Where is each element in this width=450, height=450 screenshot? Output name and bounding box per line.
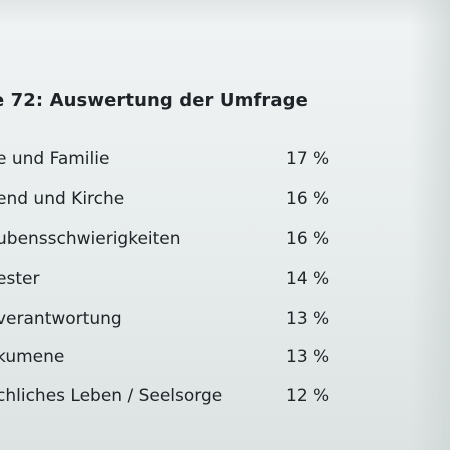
- survey-row: end und Kirche 16 %: [0, 189, 450, 213]
- row-label: chliches Leben / Seelsorge: [0, 386, 223, 406]
- row-label: e und Familie: [0, 149, 110, 169]
- slide-title: e 72: Auswertung der Umfrage: [0, 90, 308, 111]
- row-percentage: 16 %: [286, 229, 330, 249]
- row-percentage: 12 %: [286, 386, 330, 406]
- row-percentage: 14 %: [286, 269, 330, 289]
- row-label: verantwortung: [0, 309, 122, 329]
- row-label: ubensschwierigkeiten: [0, 229, 181, 249]
- top-shadow: [0, 0, 450, 26]
- row-label: kumene: [0, 347, 65, 367]
- row-percentage: 16 %: [286, 189, 330, 209]
- survey-row: ester 14 %: [0, 269, 450, 293]
- row-label: end und Kirche: [0, 189, 125, 209]
- row-label: ester: [0, 269, 40, 289]
- right-edge-shadow: [410, 0, 450, 450]
- row-percentage: 17 %: [286, 149, 330, 169]
- survey-row: verantwortung 13 %: [0, 309, 450, 333]
- survey-row: chliches Leben / Seelsorge 12 %: [0, 386, 450, 410]
- row-percentage: 13 %: [286, 309, 330, 329]
- survey-row: kumene 13 %: [0, 347, 450, 371]
- row-percentage: 13 %: [286, 347, 330, 367]
- survey-row: ubensschwierigkeiten 16 %: [0, 229, 450, 253]
- survey-row: e und Familie 17 %: [0, 149, 450, 173]
